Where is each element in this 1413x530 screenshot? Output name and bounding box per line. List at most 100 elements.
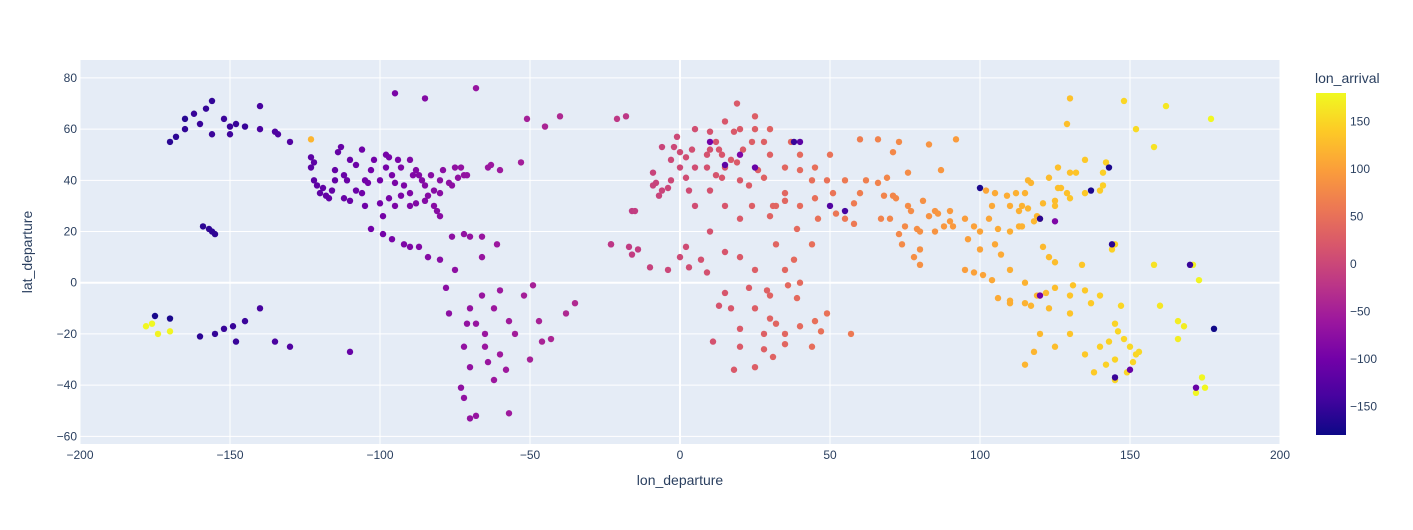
data-point [1192, 384, 1200, 391]
data-point [970, 269, 978, 276]
data-point [460, 343, 468, 350]
data-point [196, 333, 204, 340]
y-tick-label: 40 [64, 173, 78, 187]
data-point [472, 320, 480, 327]
data-point [166, 328, 174, 335]
data-point [352, 187, 360, 194]
data-point [901, 223, 909, 230]
data-point [271, 338, 279, 345]
y-tick-label: −20 [57, 327, 78, 341]
data-point [394, 156, 402, 164]
data-point [424, 253, 432, 261]
data-point [925, 141, 933, 148]
data-point [1027, 179, 1035, 187]
data-point [1099, 182, 1107, 189]
data-point [691, 202, 699, 210]
x-tick-label: 200 [1270, 448, 1290, 462]
data-point [451, 266, 459, 274]
data-point [391, 179, 399, 187]
data-point [412, 166, 420, 174]
data-point [904, 169, 912, 176]
data-point [199, 223, 207, 230]
data-point [631, 207, 639, 215]
data-point [766, 151, 774, 158]
data-point [1081, 189, 1089, 197]
data-point [502, 366, 510, 373]
data-point [286, 343, 294, 350]
data-point [772, 320, 780, 327]
data-point [1135, 348, 1143, 356]
y-axis-ticks: −60 −40 −20 0 20 40 60 80 [57, 71, 78, 443]
data-point [808, 343, 816, 350]
data-point [769, 353, 777, 361]
data-point [151, 312, 159, 320]
data-point [571, 300, 579, 307]
data-point [436, 212, 444, 220]
data-point [490, 376, 498, 384]
data-point [823, 310, 831, 317]
data-point [952, 136, 960, 143]
data-point [1027, 302, 1035, 309]
data-point [1036, 330, 1044, 338]
data-point [745, 284, 753, 292]
data-point [961, 266, 969, 274]
data-point [793, 294, 801, 302]
data-point [487, 161, 495, 169]
data-point [451, 164, 459, 171]
data-point [412, 200, 420, 207]
colorbar-tick-label: −150 [1350, 400, 1377, 414]
data-point [376, 177, 384, 184]
data-point [166, 315, 174, 322]
data-point [751, 113, 759, 120]
data-point [1096, 292, 1104, 299]
data-point [883, 174, 891, 181]
data-point [793, 225, 801, 233]
data-point [379, 230, 387, 238]
data-point [418, 177, 426, 184]
data-point [715, 146, 723, 153]
data-point [904, 202, 912, 210]
data-point [352, 161, 360, 169]
data-point [370, 156, 378, 164]
data-point [445, 310, 453, 317]
data-point [856, 136, 864, 143]
data-point [331, 177, 339, 184]
data-point [760, 330, 768, 338]
data-point [343, 177, 351, 184]
data-point [472, 84, 480, 92]
data-point [1120, 97, 1128, 105]
data-point [1180, 323, 1188, 330]
data-point [673, 133, 681, 140]
data-point [172, 133, 180, 140]
data-point [649, 169, 657, 176]
data-point [796, 279, 804, 286]
data-point [736, 177, 744, 184]
data-point [478, 233, 486, 240]
data-point [1066, 169, 1074, 176]
data-point [220, 115, 228, 123]
data-point [1051, 259, 1059, 266]
data-point [484, 358, 492, 366]
data-point [964, 236, 972, 243]
data-point [1108, 246, 1116, 253]
data-point [1066, 330, 1074, 338]
data-point [1111, 374, 1119, 381]
data-point [460, 230, 468, 238]
data-point [385, 195, 393, 202]
data-point [1051, 284, 1059, 292]
data-point [790, 256, 798, 263]
data-point [841, 177, 849, 184]
data-point [1102, 159, 1110, 166]
data-point [781, 330, 789, 338]
data-point [346, 348, 354, 356]
data-point [706, 187, 714, 194]
data-point [256, 305, 264, 312]
y-axis-title: lat_departure [19, 211, 35, 294]
data-point [979, 271, 987, 279]
x-tick-label: 0 [677, 448, 684, 462]
data-point [766, 292, 774, 299]
data-point [691, 125, 699, 133]
data-point [340, 172, 348, 179]
